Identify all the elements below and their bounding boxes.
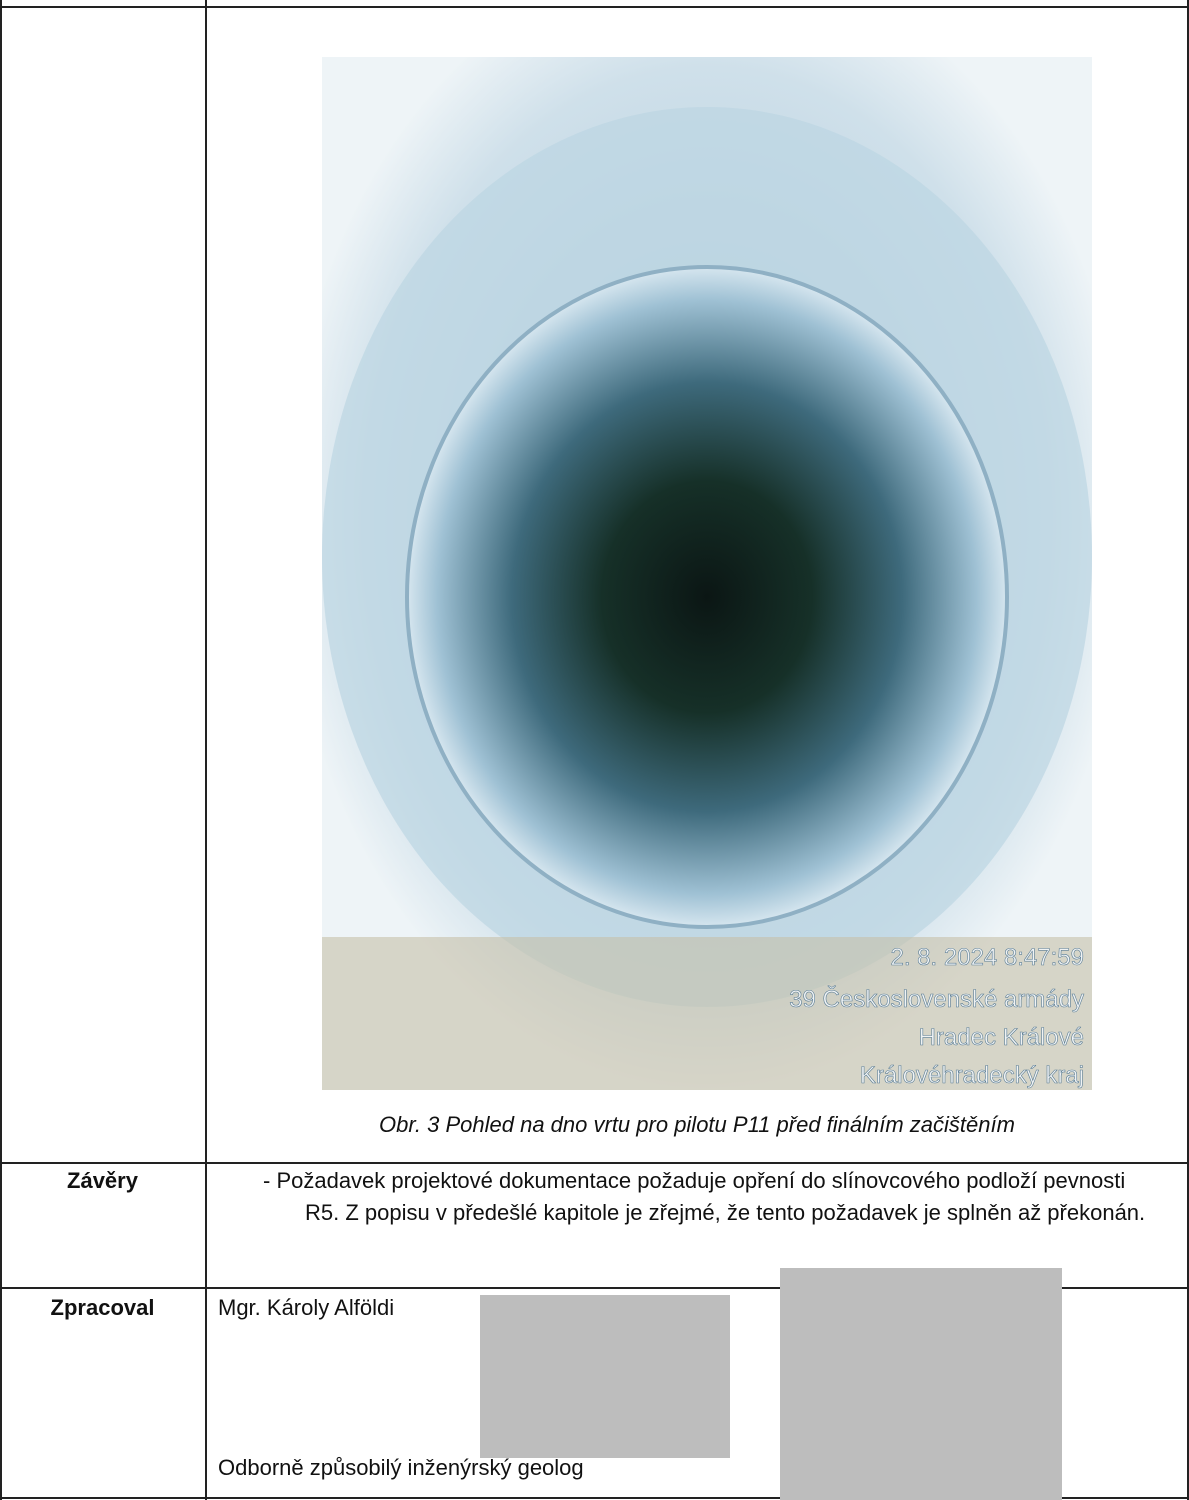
photo-location: Hradec Králové [919,1024,1084,1051]
redaction [480,1295,730,1458]
border [0,0,2,1500]
photo-timestamp: 2. 8. 2024 8:47:59 [891,944,1085,971]
photo: 2. 8. 2024 8:47:59 39 Československé arm… [322,57,1092,1090]
photo-location: 39 Československé armády [789,985,1084,1013]
photo-location: Královéhradecký kraj [860,1062,1084,1089]
author-name: Mgr. Károly Alföldi [218,1292,394,1324]
caption: Obr. 3 Pohled na dno vrtu pro pilotu P11… [205,1112,1189,1138]
border [0,1162,1189,1164]
document-page: 2. 8. 2024 8:47:59 39 Československé arm… [0,0,1189,1500]
row-label: Zpracoval [0,1292,205,1324]
conclusion-text: - Požadavek projektové dokumentace požad… [205,1165,1165,1229]
border [0,6,1189,8]
redaction [780,1268,1062,1500]
border [205,0,207,1500]
row-label: Závěry [0,1165,205,1197]
